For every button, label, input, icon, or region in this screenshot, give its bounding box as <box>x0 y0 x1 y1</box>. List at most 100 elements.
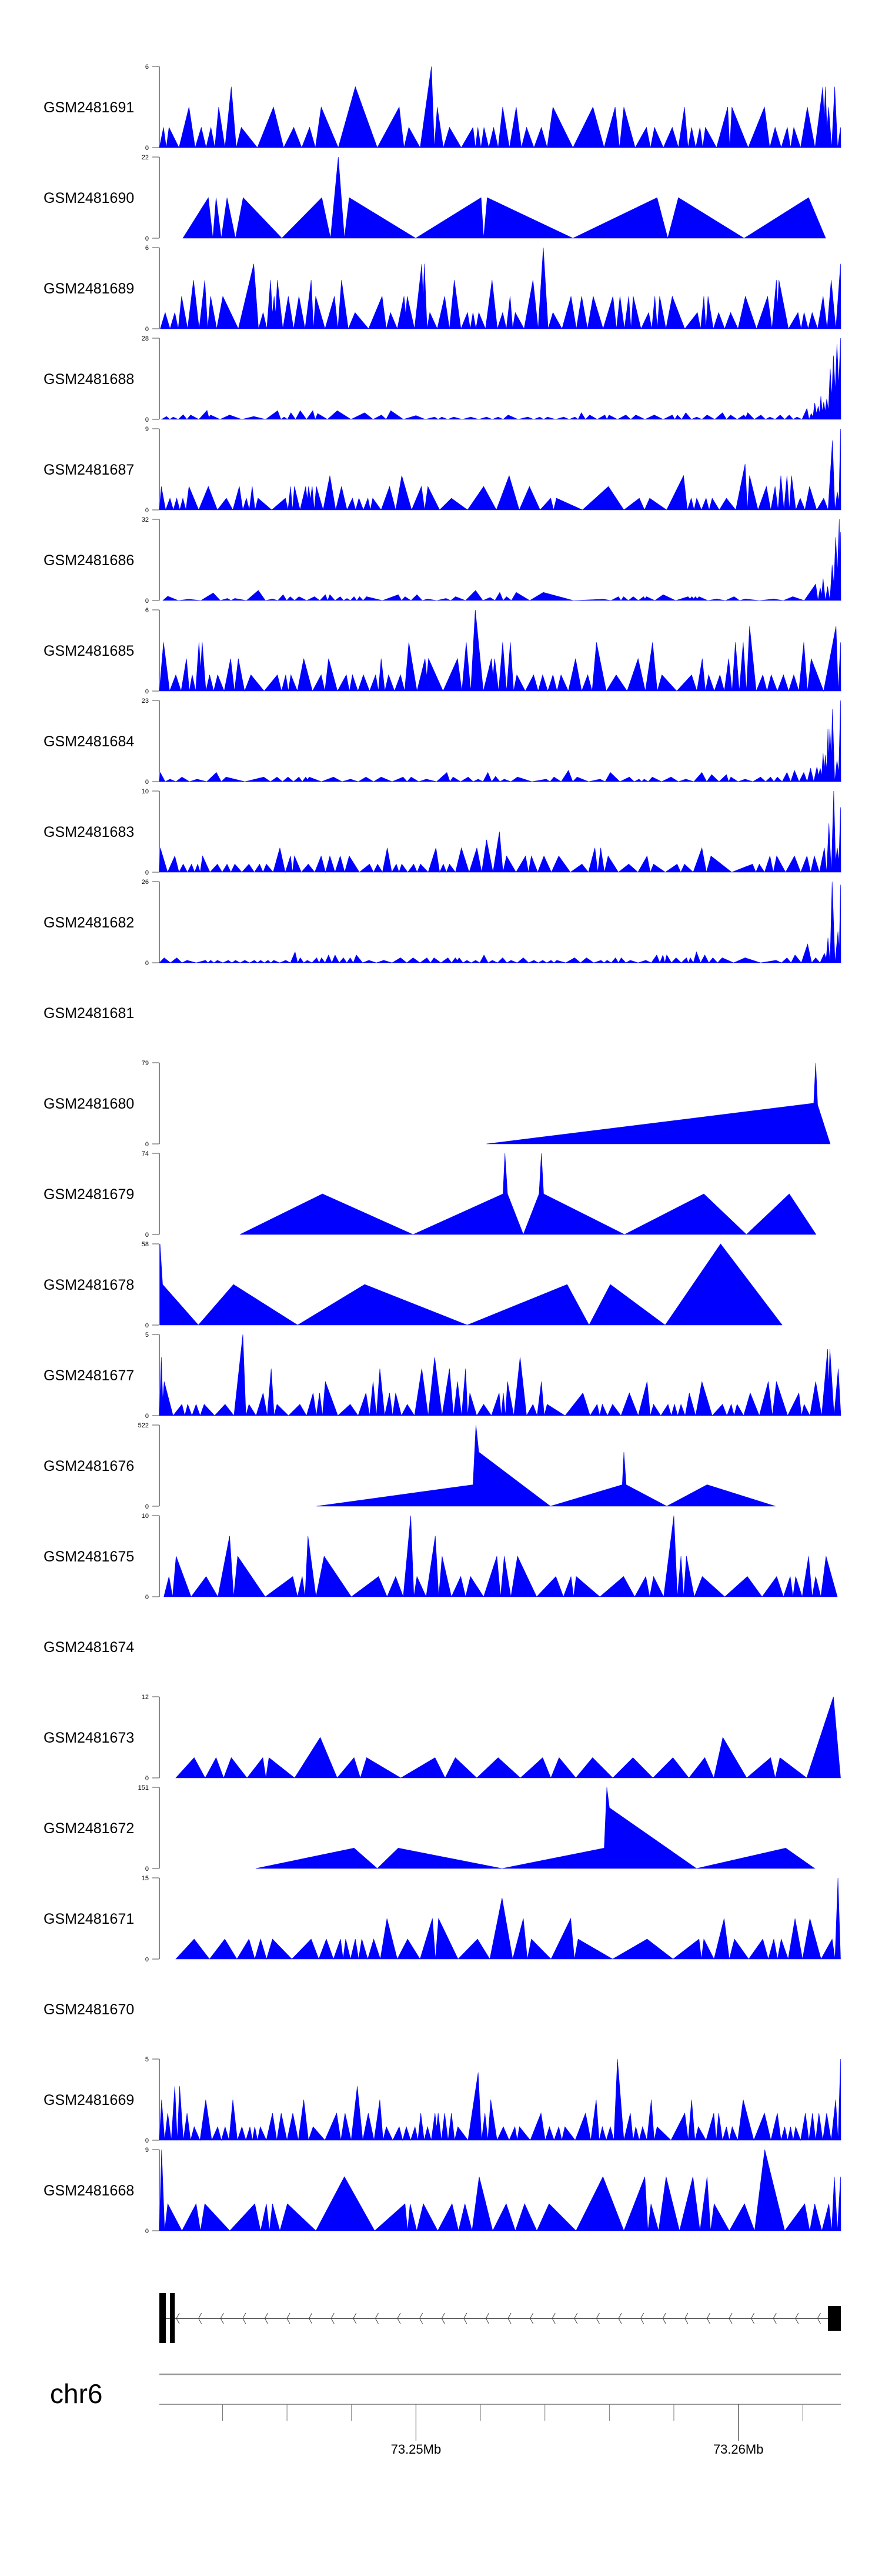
coverage-area <box>160 247 841 330</box>
y-axis-zero-label: 0 <box>145 598 149 605</box>
y-axis-zero-label: 0 <box>145 1141 149 1148</box>
coverage-area <box>255 1787 816 1869</box>
y-axis-max-label: 6 <box>145 245 149 252</box>
track-GSM2481691: GSM2481691 6 0 <box>44 64 841 152</box>
coverage-area <box>175 1877 841 1960</box>
strand-arrow-icon <box>330 2313 335 2324</box>
coverage-area <box>486 1062 831 1144</box>
strand-arrow-icon <box>773 2313 777 2324</box>
track-label: GSM2481671 <box>44 1911 134 1927</box>
y-axis-zero-label: 0 <box>145 1775 149 1782</box>
y-axis-max-label: 5 <box>145 2056 149 2063</box>
y-axis-zero-label: 0 <box>145 869 149 876</box>
y-axis-max-label: 28 <box>142 335 149 342</box>
track-GSM2481675: GSM2481675 10 0 <box>44 1513 838 1601</box>
strand-arrow-icon <box>353 2313 357 2324</box>
strand-arrow-icon <box>375 2313 379 2324</box>
y-axis-max-label: 151 <box>138 1784 149 1791</box>
y-axis-zero-label: 0 <box>145 1956 149 1963</box>
strand-arrow-icon <box>507 2313 512 2324</box>
gene-model-track <box>159 2293 841 2343</box>
strand-arrow-icon <box>684 2313 689 2324</box>
strand-arrow-icon <box>552 2313 556 2324</box>
coverage-area <box>159 609 841 692</box>
y-axis-zero-label: 0 <box>145 2228 149 2235</box>
y-axis-max-label: 22 <box>142 154 149 161</box>
coverage-area <box>159 881 841 963</box>
genome-axis: chr6 73.25Mb 73.26Mb <box>50 2373 841 2457</box>
y-axis-max-label: 79 <box>142 1060 149 1067</box>
track-GSM2481690: GSM2481690 22 0 <box>44 154 826 242</box>
y-axis-max-label: 522 <box>138 1422 149 1429</box>
axis-tick-label: 73.26Mb <box>713 2442 764 2457</box>
y-axis-max-label: 58 <box>142 1241 149 1248</box>
coverage-area <box>159 66 841 149</box>
track-GSM2481688: GSM2481688 28 0 <box>44 335 841 423</box>
y-axis-max-label: 9 <box>145 2147 149 2154</box>
y-axis-zero-label: 0 <box>145 1232 149 1239</box>
strand-arrow-icon <box>596 2313 600 2324</box>
track-label: GSM2481669 <box>44 2092 134 2108</box>
track-GSM2481680: GSM2481680 79 0 <box>44 1060 831 1148</box>
track-label: GSM2481684 <box>44 733 134 750</box>
y-axis-zero-label: 0 <box>145 779 149 786</box>
strand-arrow-icon <box>286 2313 290 2324</box>
y-axis-zero-label: 0 <box>145 326 149 333</box>
strand-arrow-icon <box>463 2313 467 2324</box>
exon-block <box>170 2293 175 2343</box>
track-label: GSM2481677 <box>44 1367 134 1384</box>
y-axis-max-label: 32 <box>142 516 149 523</box>
track-GSM2481687: GSM2481687 9 0 <box>44 426 841 514</box>
strand-arrow-icon <box>795 2313 799 2324</box>
track-GSM2481668: GSM2481668 9 0 <box>44 2147 841 2235</box>
strand-arrow-icon <box>176 2313 180 2324</box>
track-GSM2481670: GSM2481670 <box>44 2001 134 2018</box>
track-label: GSM2481670 <box>44 2001 134 2018</box>
track-label: GSM2481675 <box>44 1549 134 1565</box>
y-axis-max-label: 74 <box>142 1150 149 1157</box>
strand-arrow-icon <box>729 2313 733 2324</box>
coverage-area <box>159 2058 841 2141</box>
track-GSM2481686: GSM2481686 32 0 <box>44 516 841 605</box>
coverage-area <box>159 2149 841 2232</box>
coverage-area <box>159 1334 841 1417</box>
track-GSM2481671: GSM2481671 15 0 <box>44 1875 841 1963</box>
y-axis-max-label: 10 <box>142 788 149 795</box>
y-axis-zero-label: 0 <box>145 1503 149 1510</box>
strand-arrow-icon <box>309 2313 313 2324</box>
coverage-area <box>182 156 826 239</box>
coverage-area <box>159 700 841 783</box>
track-label: GSM2481681 <box>44 1005 134 1022</box>
coverage-area <box>163 1515 838 1598</box>
y-axis-zero-label: 0 <box>145 688 149 695</box>
strand-arrow-icon <box>441 2313 445 2324</box>
strand-arrow-icon <box>817 2313 821 2324</box>
track-GSM2481669: GSM2481669 5 0 <box>44 2056 841 2144</box>
strand-arrow-icon <box>662 2313 666 2324</box>
strand-arrow-icon <box>574 2313 578 2324</box>
track-label: GSM2481683 <box>44 824 134 840</box>
strand-arrow-icon <box>419 2313 423 2324</box>
track-label: GSM2481686 <box>44 552 134 569</box>
track-GSM2481678: GSM2481678 58 0 <box>44 1241 783 1329</box>
y-axis-zero-label: 0 <box>145 2137 149 2144</box>
strand-arrow-icon <box>220 2313 224 2324</box>
y-axis-zero-label: 0 <box>145 507 149 514</box>
track-label: GSM2481685 <box>44 643 134 659</box>
track-label: GSM2481676 <box>44 1458 134 1474</box>
track-GSM2481677: GSM2481677 5 0 <box>44 1332 841 1420</box>
coverage-area <box>316 1424 776 1507</box>
coverage-area <box>161 338 841 421</box>
exon-block <box>159 2293 166 2343</box>
track-label: GSM2481668 <box>44 2183 134 2199</box>
data-tracks: GSM248169160GSM2481690220GSM248168960GSM… <box>44 64 841 2235</box>
axis-tick-label: 73.25Mb <box>391 2442 442 2457</box>
track-GSM2481676: GSM2481676 522 0 <box>44 1422 776 1510</box>
y-axis-max-label: 6 <box>145 64 149 71</box>
y-axis-zero-label: 0 <box>145 235 149 242</box>
track-label: GSM2481672 <box>44 1820 134 1837</box>
y-axis-zero-label: 0 <box>145 416 149 423</box>
y-axis-zero-label: 0 <box>145 1413 149 1420</box>
y-axis-zero-label: 0 <box>145 1322 149 1329</box>
strand-arrow-icon <box>618 2313 622 2324</box>
